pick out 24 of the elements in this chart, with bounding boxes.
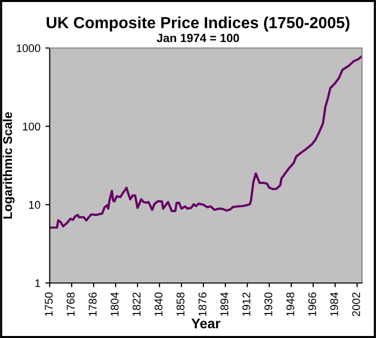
x-tick-label: 1876 [198, 292, 206, 316]
x-tick-label: 1786 [88, 292, 97, 316]
y-tick-label: 1000 [16, 44, 40, 52]
y-axis-title: Logarithmic Scale [2, 112, 15, 218]
x-tick-label: 1858 [176, 292, 184, 316]
x-tick-label: 1930 [264, 292, 272, 316]
x-tick-label: 1984 [330, 292, 338, 316]
x-tick-label: 1750 [44, 292, 53, 316]
line-series [50, 56, 362, 229]
y-tick-label: 10 [29, 200, 40, 209]
y-tick-label: 1 [35, 279, 40, 288]
chart-subtitle: Jan 1974 = 100 [156, 34, 240, 42]
x-tick-label: 1894 [220, 292, 228, 316]
x-axis-title: Year [191, 318, 220, 328]
x-tick-label: 1768 [66, 292, 75, 316]
x-tick-label: 1840 [154, 292, 162, 316]
x-tick-label: 1912 [242, 292, 250, 316]
x-tick-label: 1804 [110, 292, 119, 316]
x-tick-label: 1948 [286, 292, 294, 316]
x-tick-label: 2002 [352, 292, 360, 316]
x-tick-label: 1822 [132, 292, 141, 316]
chart-title: UK Composite Price Indices (1750-2005) [46, 16, 350, 32]
x-tick-label: 1966 [308, 292, 316, 316]
y-tick-label: 100 [22, 122, 40, 130]
